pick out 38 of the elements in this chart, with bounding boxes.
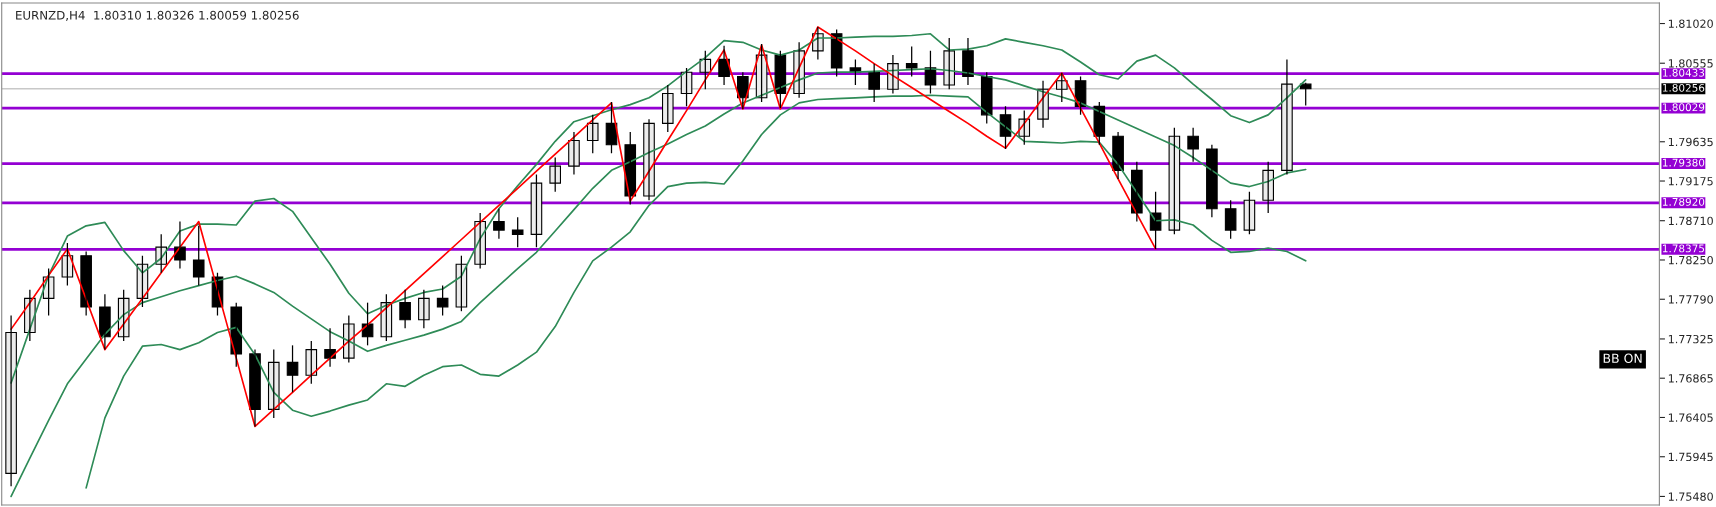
candlestick <box>436 284 449 317</box>
ref-line-label: 1.78920 <box>1663 197 1705 206</box>
candlestick <box>943 37 956 90</box>
candlestick <box>1055 72 1068 103</box>
y-tick-label: 1.76405 <box>1668 413 1713 422</box>
y-tick-label: 1.77325 <box>1668 334 1713 344</box>
candlestick <box>905 45 918 78</box>
ref-line-label: 1.79380 <box>1663 158 1705 167</box>
y-tick-label: 1.78250 <box>1668 255 1713 265</box>
candlestick <box>511 216 524 248</box>
candlestick <box>1262 161 1274 214</box>
candlestick <box>1299 82 1312 107</box>
ref-line-label: 1.78375 <box>1663 244 1705 253</box>
candlestick <box>868 63 880 103</box>
line-series <box>10 26 1157 428</box>
candlestick <box>192 225 205 287</box>
y-tick-label: 1.81020 <box>1668 19 1713 28</box>
y-tick-label: 1.75480 <box>1668 492 1713 501</box>
ref-line-label: 1.80433 <box>1663 68 1705 77</box>
y-tick-label: 1.79175 <box>1668 177 1713 186</box>
candlestick <box>305 340 318 385</box>
candlestick <box>493 208 505 240</box>
y-tick-label: 1.77790 <box>1668 295 1713 304</box>
y-tick-label: 1.75945 <box>1668 452 1713 462</box>
y-tick-label: 1.79635 <box>1668 137 1713 147</box>
y-tick-label: 1.80555 <box>1668 59 1713 68</box>
candlestick <box>1224 199 1237 240</box>
y-tick-label: 1.78710 <box>1668 216 1713 226</box>
ref-line-label: 1.80256 <box>1663 83 1705 92</box>
line-series <box>10 32 1307 384</box>
candlestick <box>549 156 562 193</box>
candlestick <box>586 114 599 154</box>
y-tick-label: 1.76865 <box>1668 374 1713 383</box>
candlestick <box>1168 127 1181 235</box>
text: BB ON <box>1603 353 1642 364</box>
text: EURNZD,H4 1.80310 1.80326 1.80059 1.80256 <box>16 10 299 21</box>
candlestick <box>661 84 674 133</box>
ref-line-label: 1.80029 <box>1663 103 1705 112</box>
